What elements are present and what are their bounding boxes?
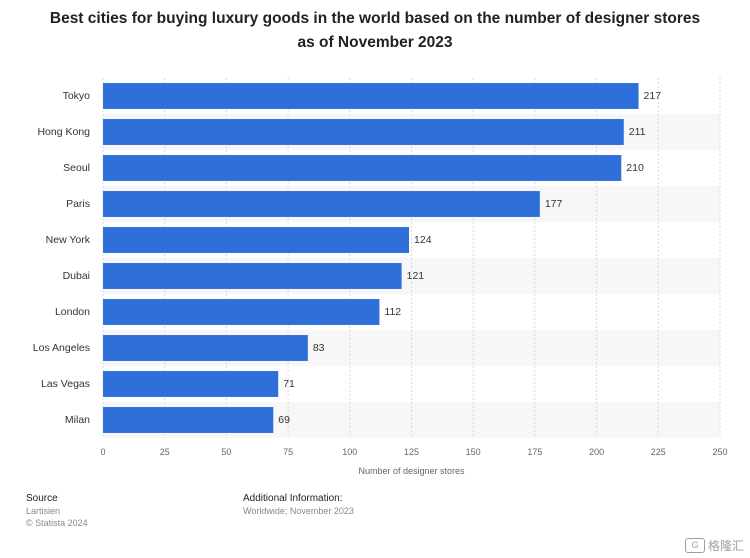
source-heading: Source [26,493,58,504]
bar [103,155,622,181]
bar [103,371,279,397]
watermark-icon: G [684,538,705,553]
category-label: Milan [65,414,90,426]
additional-info-text: Worldwide; November 2023 [243,506,354,516]
value-label: 217 [644,90,662,102]
additional-info-heading: Additional Information: [243,493,343,504]
value-label: 121 [407,270,425,282]
x-tick-label: 125 [404,447,419,457]
value-label: 211 [629,126,646,138]
category-label: Dubai [63,270,90,282]
value-label: 112 [384,306,401,318]
category-label: Tokyo [63,90,91,102]
bar [103,407,274,433]
x-axis-title: Number of designer stores [358,466,465,476]
bar [103,83,639,109]
x-tick-label: 225 [651,447,666,457]
x-tick-label: 250 [712,447,727,457]
x-tick-label: 75 [283,447,293,457]
x-tick-label: 100 [342,447,357,457]
bar [103,335,308,361]
category-label: New York [46,234,91,246]
category-label: London [55,306,90,318]
value-label: 177 [545,198,563,210]
x-tick-label: 175 [527,447,542,457]
bar-chart: Tokyo 217 Hong Kong 211 Seoul 210 Paris 177 New … [33,78,728,476]
x-tick-label: 25 [160,447,170,457]
category-label: Seoul [63,162,90,174]
source-name: Lartisien [26,506,61,516]
additional-info-block: Additional Information: Worldwide; Novem… [243,493,354,517]
value-label: 124 [414,234,432,246]
source-block: Source Lartisien © Statista 2024 [26,493,88,529]
x-tick-label: 50 [221,447,231,457]
bar [103,263,402,289]
category-label: Los Angeles [33,342,90,354]
watermark-text: 格隆汇 [707,539,744,553]
bar [103,191,540,217]
value-label: 69 [278,414,290,426]
x-tick-label: 200 [589,447,604,457]
watermark-logo: G 格隆汇 [684,537,744,554]
x-tick-label: 0 [100,447,105,457]
value-label: 71 [283,378,295,390]
category-label: Hong Kong [37,126,90,138]
x-tick-label: 150 [466,447,481,457]
bar [103,119,624,145]
category-label: Las Vegas [41,378,90,390]
bar [103,299,380,325]
bar [103,227,410,253]
value-label: 83 [313,342,325,354]
chart-title: Best cities for buying luxury goods in t… [49,10,701,51]
value-label: 210 [626,162,644,174]
category-label: Paris [66,198,90,210]
copyright-text: © Statista 2024 [26,518,88,528]
